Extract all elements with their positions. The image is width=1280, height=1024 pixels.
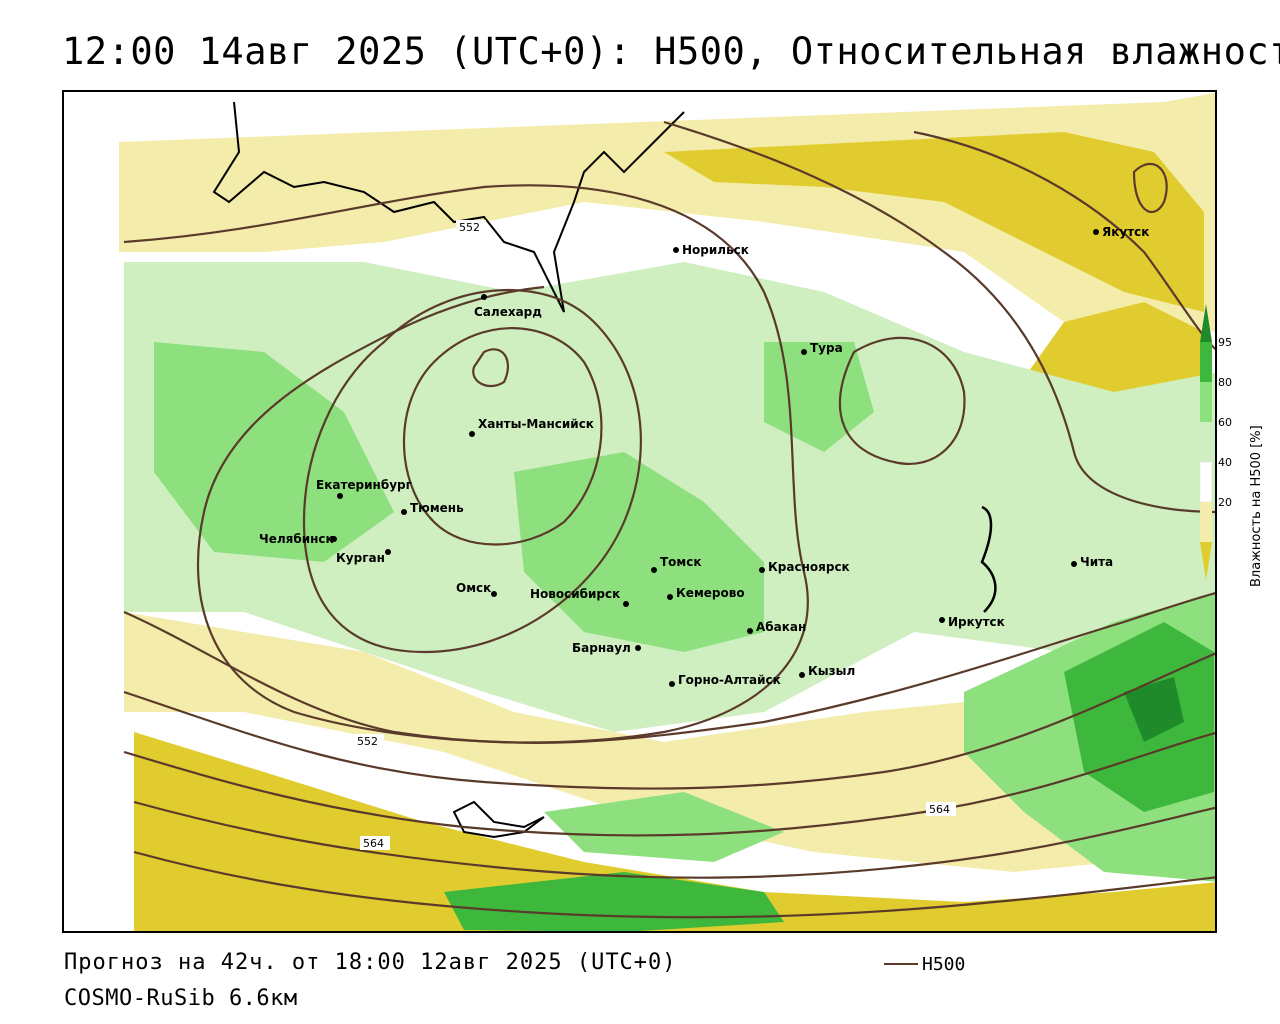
colorbar-tick: 20 (1218, 496, 1232, 509)
city-dot-krasnoyarsk (759, 567, 765, 573)
city-label: Чита (1080, 555, 1113, 569)
humidity-field-dry-south (134, 732, 1215, 931)
city-markers: Норильск Якутск Салехард Тура Ханты-Манс… (259, 225, 1149, 687)
city-dot-kemerovo (667, 594, 673, 600)
city-dot-novosibirsk (623, 601, 629, 607)
city-dot-omsk (491, 591, 497, 597)
city-dot-norilsk (673, 247, 679, 253)
model-name: COSMO-RuSib 6.6км (64, 986, 298, 1011)
map-canvas[interactable]: 552 552 564 564 Норильск Якутск Салехард… (64, 92, 1217, 933)
city-label: Горно-Алтайск (678, 673, 781, 687)
city-dot-tura (801, 349, 807, 355)
humidity-field-moist-mid-2 (514, 452, 764, 652)
balkhash-lake (452, 800, 545, 839)
humidity-field-moist-mid (154, 342, 394, 562)
city-dot-irkutsk (939, 617, 945, 623)
colorbar-swatch (1200, 422, 1212, 462)
humidity-field-dry-north-dark (664, 132, 1204, 312)
colorbar-tick: 80 (1218, 376, 1232, 389)
contour-label: 564 (929, 803, 950, 816)
city-label: Кемерово (676, 586, 745, 600)
city-label: Норильск (682, 243, 749, 257)
humidity-field-moist-southeast-max (1124, 677, 1184, 742)
colorbar-tick: 60 (1218, 416, 1232, 429)
contour-label: 564 (363, 837, 384, 850)
city-label: Ханты-Мансийск (478, 417, 594, 431)
colorbar-swatch (1200, 502, 1212, 542)
city-label: Абакан (756, 620, 806, 634)
colorbar-swatch (1200, 382, 1212, 422)
city-dot-gorno-altaysk (669, 681, 675, 687)
city-dot-abakan (747, 628, 753, 634)
city-label: Барнаул (572, 641, 631, 655)
city-label: Курган (336, 551, 385, 565)
map-panel[interactable]: 552 552 564 564 Норильск Якутск Салехард… (62, 90, 1217, 933)
city-dot-chita (1071, 561, 1077, 567)
city-dot-kurgan (385, 549, 391, 555)
city-dot-chelyabinsk (331, 536, 337, 542)
city-label: Челябинск (259, 532, 334, 546)
baikal-lake (980, 505, 997, 613)
humidity-field-moist-south-2 (544, 792, 784, 862)
colorbar-title-text: Влажность на H500 [%] (1249, 425, 1264, 587)
h500-contours (123, 120, 1215, 919)
city-label: Салехард (474, 305, 542, 319)
colorbar-tick: 40 (1218, 456, 1232, 469)
colorbar-arrow-top (1200, 304, 1212, 342)
city-dot-tyumen (401, 509, 407, 515)
city-label: Красноярск (768, 560, 850, 574)
city-dot-tomsk (651, 567, 657, 573)
colorbar-tick: 95 (1218, 336, 1232, 349)
city-dot-salekhard (481, 294, 487, 300)
colorbar: 95 80 60 40 20 (1199, 304, 1260, 594)
colorbar-title: Влажность на H500 [%] (1244, 325, 1268, 595)
page-title: 12:00 14авг 2025 (UTC+0): H500, Относите… (62, 30, 1280, 73)
city-label: Кызыл (808, 664, 855, 678)
city-label: Омск (456, 581, 491, 595)
h500-legend-line (884, 963, 918, 965)
city-label: Екатеринбург (316, 478, 412, 492)
colorbar-swatch (1199, 461, 1213, 503)
colorbar-arrow-bottom (1200, 542, 1212, 580)
city-dot-ekaterinburg (337, 493, 343, 499)
city-dot-kyzyl (799, 672, 805, 678)
city-label: Тура (810, 341, 843, 355)
forecast-info: Прогноз на 42ч. от 18:00 12авг 2025 (UTC… (64, 950, 677, 975)
city-label: Иркутск (948, 615, 1005, 629)
contour-labels: 552 552 564 564 (354, 220, 956, 850)
city-label: Тюмень (410, 501, 464, 515)
city-label: Якутск (1102, 225, 1149, 239)
city-dot-khanty-mansiysk (469, 431, 475, 437)
contour-label: 552 (357, 735, 378, 748)
city-label: Томск (660, 555, 702, 569)
h500-legend-label: H500 (922, 954, 966, 975)
coastline (212, 101, 685, 313)
colorbar-swatch (1200, 342, 1212, 382)
city-label: Новосибирск (530, 587, 620, 601)
contour-label: 552 (459, 221, 480, 234)
city-dot-yakutsk (1093, 229, 1099, 235)
city-dot-barnaul (635, 645, 641, 651)
